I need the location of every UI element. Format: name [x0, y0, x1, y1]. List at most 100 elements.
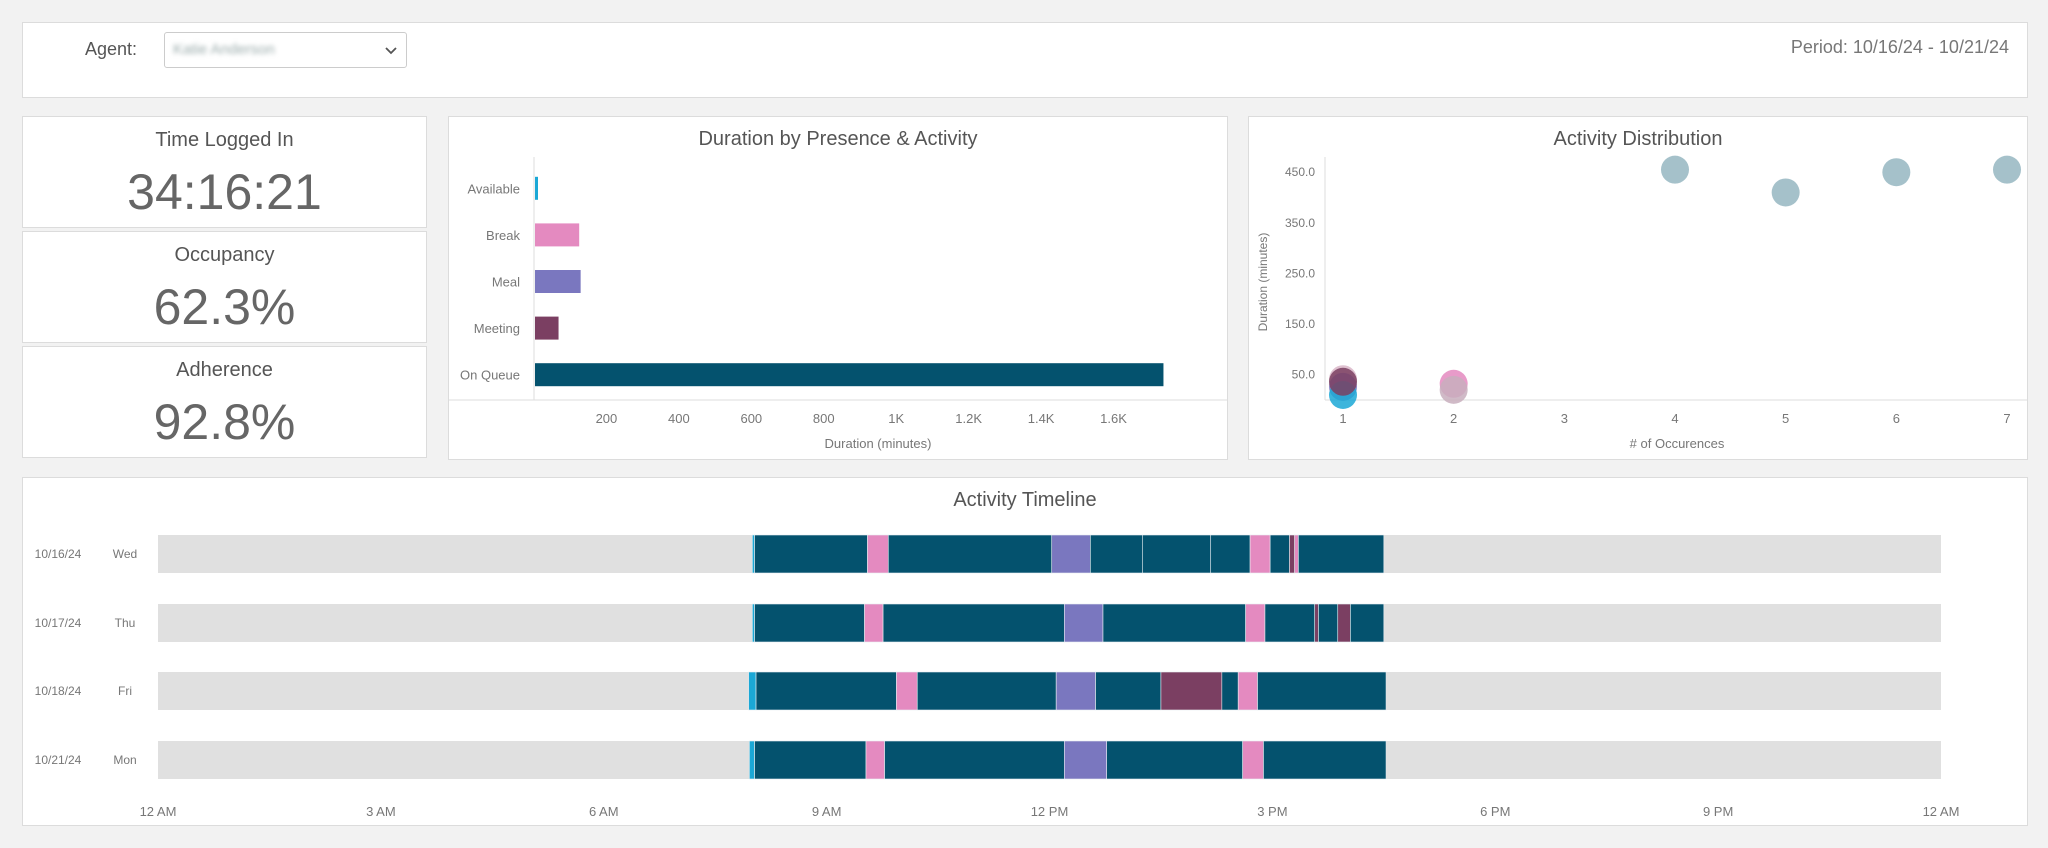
agent-select[interactable]: Katie Anderson: [164, 32, 407, 68]
timeline-segment-available: [752, 534, 755, 574]
x-tick-label: 4: [1671, 411, 1678, 426]
timeline-segment-break: [1294, 534, 1299, 574]
timeline-segment-on-queue: [1142, 534, 1212, 574]
timeline-row-date: 10/17/24: [35, 616, 82, 630]
chart-title: Duration by Presence & Activity: [698, 128, 978, 150]
scatter-point: [1993, 155, 2021, 184]
timeline-row-day: Thu: [115, 616, 136, 630]
x-tick-label: 1.4K: [1028, 411, 1055, 426]
chart-title: Activity Distribution: [1553, 128, 1723, 150]
timeline-segment-on-queue: [887, 534, 1053, 574]
stat-value: 92.8%: [153, 394, 296, 450]
x-tick-label: 6: [1893, 411, 1900, 426]
bar-label: Break: [486, 228, 520, 243]
timeline-segment-available: [748, 671, 757, 711]
chevron-down-icon: [385, 47, 397, 55]
timeline-segment-available: [752, 603, 755, 643]
timeline-segment-on-queue: [1257, 671, 1387, 711]
agent-label: Agent:: [85, 39, 138, 59]
timeline-segment-on-queue: [916, 671, 1057, 711]
x-tick-label: 200: [596, 411, 618, 426]
stat-card-time-logged-in: Time Logged In 34:16:21: [22, 116, 427, 228]
timeline-segment-on-queue: [1095, 671, 1162, 711]
period-label: Period: 10/16/24 - 10/21/24: [1790, 37, 2009, 57]
timeline-segment-on-queue: [754, 603, 865, 643]
timeline-segment-on-queue: [755, 671, 897, 711]
timeline-segment-on-queue: [882, 603, 1065, 643]
timeline-segment-break: [1237, 671, 1258, 711]
chart-title: Activity Timeline: [953, 489, 1097, 511]
agent-select-value: Katie Anderson: [173, 41, 275, 58]
timeline-chart-panel: Activity Timeline 10/16/24 Wed 10/17/24 Thu…: [22, 477, 2028, 826]
x-tick-label: 6 AM: [589, 804, 619, 819]
stat-title: Occupancy: [174, 244, 275, 266]
bar-label: On Queue: [460, 368, 520, 383]
x-tick-label: 5: [1782, 411, 1789, 426]
scatter-point: [1329, 367, 1357, 396]
x-tick-label: 1: [1339, 411, 1346, 426]
timeline-segment-on-queue: [1102, 603, 1246, 643]
x-tick-label: 12 PM: [1031, 804, 1069, 819]
x-tick-label: 12 AM: [140, 804, 177, 819]
timeline-segment-meal: [1055, 671, 1096, 711]
y-tick-label: 250.0: [1285, 266, 1315, 280]
timeline-segment-break: [896, 671, 918, 711]
timeline-segment-on-queue: [1210, 534, 1251, 574]
timeline-segment-break: [1245, 603, 1266, 643]
x-tick-label: 800: [813, 411, 835, 426]
timeline-row-day: Wed: [113, 547, 137, 561]
timeline-segment-available: [749, 740, 755, 780]
stat-value: 62.3%: [153, 279, 296, 335]
bar-label: Available: [467, 181, 520, 196]
timeline-row-date: 10/18/24: [35, 684, 82, 698]
x-tick-label: 600: [740, 411, 762, 426]
timeline-segment-on-queue: [884, 740, 1065, 780]
timeline-segment-meal: [1064, 740, 1108, 780]
x-axis-title: Duration (minutes): [825, 436, 932, 451]
timeline-segment-on-queue: [1318, 603, 1339, 643]
timeline-row-date: 10/21/24: [35, 753, 82, 767]
stat-card-occupancy: Occupancy 62.3%: [22, 231, 427, 343]
stat-value: 34:16:21: [127, 164, 322, 220]
x-tick-label: 9 PM: [1703, 804, 1733, 819]
distribution-chart-panel: Activity Distribution 50.0 150.0 250.0 350.…: [1248, 116, 2028, 460]
x-tick-label: 1.2K: [955, 411, 982, 426]
x-tick-label: 400: [668, 411, 690, 426]
timeline-row-date: 10/16/24: [35, 547, 82, 561]
timeline-segment-meal: [1051, 534, 1091, 574]
stat-title: Time Logged In: [155, 129, 294, 151]
distribution-scatter-chart: 50.0 150.0 250.0 350.0 450.0 1 2 3 4 5 6 7 # of Occu…: [1256, 155, 2027, 451]
stat-card-adherence: Adherence 92.8%: [22, 346, 427, 458]
bar-on_queue: [535, 363, 1164, 387]
x-tick-label: 12 AM: [1923, 804, 1960, 819]
x-tick-label: 1K: [888, 411, 904, 426]
timeline-segment-meeting: [1289, 534, 1295, 574]
x-tick-label: 2: [1450, 411, 1457, 426]
y-tick-label: 350.0: [1285, 216, 1315, 230]
duration-bar-chart: Available Break Meal Meeting On Queue 200 400 6…: [449, 157, 1227, 451]
timeline-segment-on-queue: [754, 534, 868, 574]
bar-break: [535, 223, 580, 247]
scatter-point: [1882, 158, 1911, 187]
timeline-segment-meeting: [1314, 603, 1319, 643]
timeline-segment-break: [865, 740, 885, 780]
filter-bar: Agent: Katie Anderson Period: 10/16/24 -…: [22, 22, 2028, 98]
timeline-segment-on-queue: [1298, 534, 1385, 574]
timeline-segment-break: [1242, 740, 1264, 780]
timeline-segment-meeting: [1160, 671, 1223, 711]
x-tick-label: 3: [1561, 411, 1568, 426]
duration-chart-panel: Duration by Presence & Activity Availabl…: [448, 116, 1228, 460]
y-axis-title: Duration (minutes): [1256, 233, 1270, 332]
timeline-segment-break: [1249, 534, 1271, 574]
x-tick-label: 6 PM: [1480, 804, 1510, 819]
y-tick-label: 150.0: [1285, 317, 1315, 331]
bar-label: Meeting: [474, 321, 520, 336]
timeline-segment-on-queue: [1106, 740, 1243, 780]
activity-timeline-chart: 10/16/24 Wed 10/17/24 Thu 10/18/24 Fri 10/21/2…: [35, 534, 1960, 819]
scatter-point: [1439, 375, 1468, 404]
timeline-segment-on-queue: [1350, 603, 1385, 643]
timeline-segment-meal: [1064, 603, 1104, 643]
bar-available: [535, 176, 538, 200]
timeline-segment-on-queue: [1090, 534, 1143, 574]
x-tick-label: 9 AM: [812, 804, 842, 819]
